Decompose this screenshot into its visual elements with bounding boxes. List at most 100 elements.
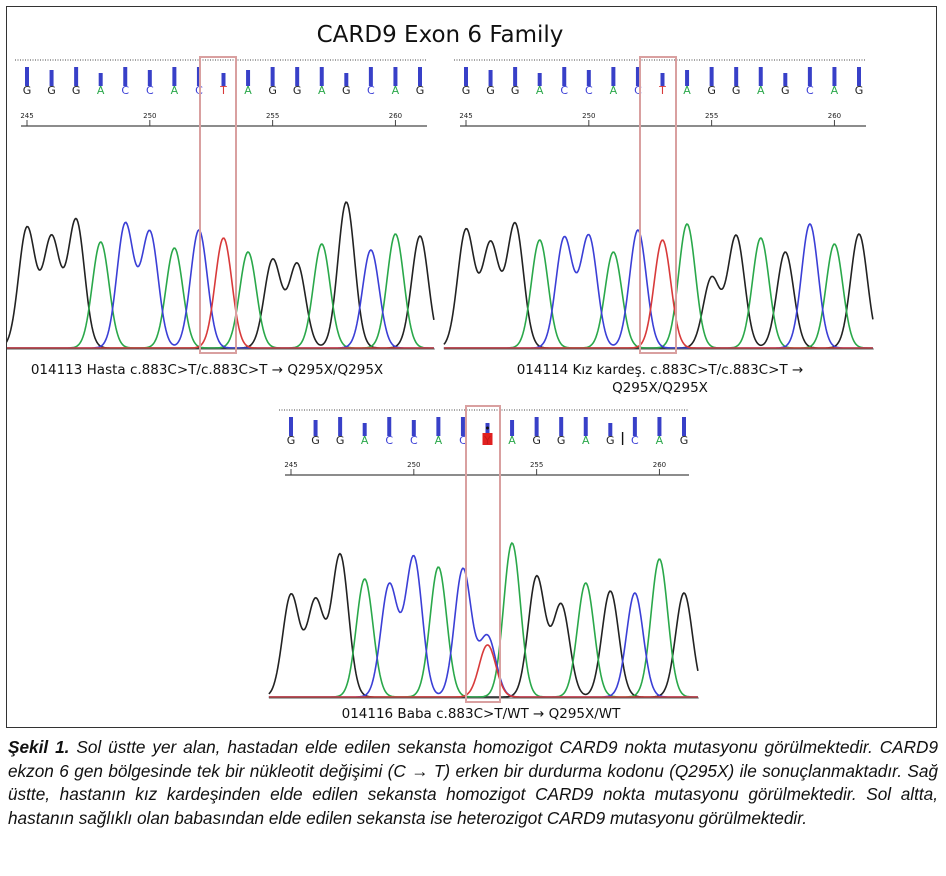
panel-label: 014114 Kız kardeş. c.883C>T/c.883C>T → — [517, 362, 804, 378]
base-call: G — [23, 84, 32, 97]
heterozygous-dot — [486, 426, 489, 430]
base-call: A — [610, 84, 618, 97]
quality-bar — [660, 73, 665, 86]
base-call: A — [508, 434, 516, 447]
base-call: T — [658, 84, 666, 97]
quality-bar — [583, 417, 588, 436]
base-call: A — [582, 434, 590, 447]
quality-bar — [611, 67, 616, 86]
quality-bar — [172, 67, 177, 86]
panel-label: 014113 Hasta c.883C>T/c.883C>T → Q295X/Q… — [31, 362, 383, 378]
base-call: A — [392, 84, 400, 97]
quality-bar — [98, 73, 103, 86]
trace-a — [268, 541, 698, 698]
quality-bar — [562, 67, 567, 86]
quality-bar — [387, 417, 392, 436]
quality-bar — [338, 417, 343, 436]
base-call: C — [585, 84, 593, 97]
base-call: G — [47, 84, 56, 97]
quality-bar — [488, 70, 493, 86]
base-call: G — [336, 434, 345, 447]
quality-bar — [832, 67, 837, 86]
base-call: A — [656, 434, 664, 447]
base-call: A — [97, 84, 105, 97]
quality-bar — [460, 417, 465, 436]
position-label: 255 — [705, 112, 718, 120]
quality-bar — [246, 70, 251, 86]
quality-bar — [411, 420, 416, 436]
figure-caption: Şekil 1. Sol üstte yer alan, hastadan el… — [8, 736, 938, 830]
quality-bar — [221, 73, 226, 86]
position-label: 250 — [582, 112, 595, 120]
trace-t — [443, 239, 873, 349]
quality-bar — [534, 417, 539, 436]
quality-bar — [295, 67, 300, 86]
base-call: G — [557, 434, 566, 447]
quality-bar — [123, 67, 128, 86]
quality-bar — [635, 67, 640, 86]
base-call: C — [806, 84, 814, 97]
base-call: A — [683, 84, 691, 97]
position-label: 255 — [266, 112, 279, 120]
trace-t — [268, 644, 698, 698]
quality-bar — [313, 420, 318, 436]
figure-title: CARD9 Exon 6 Family — [317, 22, 564, 48]
quality-bar — [270, 67, 275, 86]
quality-bar — [657, 417, 662, 436]
base-call: C — [121, 84, 129, 97]
base-call: T — [219, 84, 227, 97]
quality-bar — [25, 67, 29, 86]
quality-bar — [513, 67, 518, 86]
base-call: C — [385, 434, 393, 447]
trace-a — [443, 222, 873, 349]
base-call: C — [410, 434, 418, 447]
base-call: G — [781, 84, 790, 97]
base-call: G — [732, 84, 741, 97]
quality-bar — [510, 420, 515, 436]
chromatogram-panel-father: G G G A C C A C Y A G G A G C A G 245 250 255 260 014116 Baba… — [268, 405, 699, 722]
base-call: G — [342, 84, 351, 97]
base-call: G — [680, 434, 689, 447]
quality-bar — [196, 67, 201, 86]
panel-label: 014116 Baba c.883C>T/WT → Q295X/WT — [342, 706, 622, 722]
base-call: G — [511, 84, 520, 97]
quality-bar — [147, 70, 152, 86]
base-call: G — [462, 84, 471, 97]
base-call: C — [459, 434, 467, 447]
base-call: A — [244, 84, 252, 97]
quality-bar — [464, 67, 468, 86]
base-call: A — [171, 84, 179, 97]
quality-bar — [418, 67, 422, 86]
base-call: C — [560, 84, 568, 97]
trace-c — [268, 554, 698, 698]
base-call: Y — [483, 434, 491, 447]
quality-bar — [857, 67, 861, 86]
base-call: G — [311, 434, 320, 447]
panel-label: Q295X/Q295X — [612, 380, 708, 396]
position-label: 245 — [284, 461, 297, 469]
position-label: 250 — [407, 461, 420, 469]
mutation-highlight-box — [639, 56, 677, 354]
position-label: 255 — [530, 461, 543, 469]
mutation-highlight-box — [465, 405, 501, 703]
quality-bar — [319, 67, 324, 86]
trace-t — [7, 237, 434, 349]
base-call: G — [707, 84, 716, 97]
base-call: G — [606, 434, 615, 447]
position-label: 245 — [459, 112, 472, 120]
base-call: G — [416, 84, 425, 97]
base-call: G — [532, 434, 541, 447]
trace-c — [7, 221, 434, 349]
base-call: G — [268, 84, 277, 97]
base-call: A — [318, 84, 326, 97]
position-label: 260 — [389, 112, 402, 120]
quality-bar — [436, 417, 441, 436]
quality-bar — [709, 67, 714, 86]
base-call: G — [72, 84, 81, 97]
quality-bar — [632, 417, 637, 436]
position-label: 260 — [828, 112, 841, 120]
base-call: A — [435, 434, 443, 447]
base-call: A — [831, 84, 839, 97]
base-call: C — [634, 84, 642, 97]
